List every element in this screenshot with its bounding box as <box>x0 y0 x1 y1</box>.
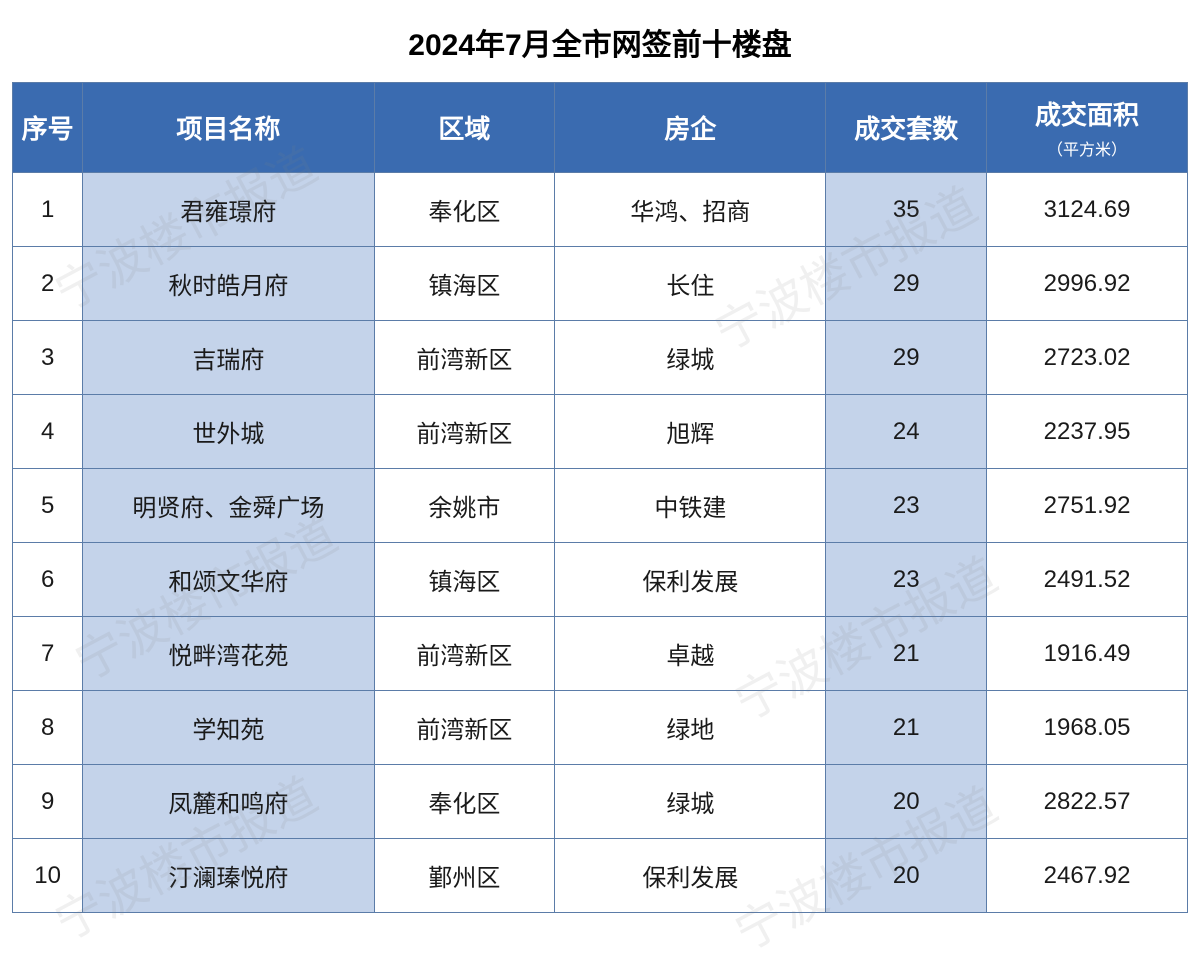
cell-units: 29 <box>826 247 987 321</box>
cell-name: 秋时皓月府 <box>83 247 374 321</box>
cell-dev: 绿城 <box>555 765 826 839</box>
col-sublabel: （平方米） <box>991 136 1183 160</box>
cell-units: 24 <box>826 395 987 469</box>
col-header-dev: 房企 <box>555 83 826 173</box>
table-row: 1君雍璟府奉化区华鸿、招商353124.69 <box>13 173 1188 247</box>
cell-name: 凤麓和鸣府 <box>83 765 374 839</box>
col-label: 成交套数 <box>854 114 958 144</box>
table-row: 2秋时皓月府镇海区长住292996.92 <box>13 247 1188 321</box>
cell-area: 前湾新区 <box>374 395 555 469</box>
cell-units: 20 <box>826 839 987 913</box>
cell-area: 奉化区 <box>374 765 555 839</box>
cell-sqm: 1916.49 <box>987 617 1188 691</box>
cell-index: 8 <box>13 691 83 765</box>
col-header-index: 序号 <box>13 83 83 173</box>
cell-units: 21 <box>826 617 987 691</box>
cell-dev: 保利发展 <box>555 839 826 913</box>
col-header-units: 成交套数 <box>826 83 987 173</box>
cell-name: 君雍璟府 <box>83 173 374 247</box>
table-body: 1君雍璟府奉化区华鸿、招商353124.692秋时皓月府镇海区长住292996.… <box>13 173 1188 913</box>
table-container: 2024年7月全市网签前十楼盘 序号 项目名称 区域 房企 成交套数 成交面积 … <box>0 0 1200 925</box>
cell-units: 23 <box>826 543 987 617</box>
cell-area: 余姚市 <box>374 469 555 543</box>
cell-sqm: 2723.02 <box>987 321 1188 395</box>
cell-index: 10 <box>13 839 83 913</box>
col-label: 项目名称 <box>176 114 280 144</box>
cell-dev: 旭辉 <box>555 395 826 469</box>
table-row: 8学知苑前湾新区绿地211968.05 <box>13 691 1188 765</box>
ranking-table: 序号 项目名称 区域 房企 成交套数 成交面积 （平方米） 1君雍璟府奉化区华鸿… <box>12 82 1188 913</box>
cell-area: 前湾新区 <box>374 691 555 765</box>
cell-dev: 保利发展 <box>555 543 826 617</box>
cell-units: 35 <box>826 173 987 247</box>
header-row: 序号 项目名称 区域 房企 成交套数 成交面积 （平方米） <box>13 83 1188 173</box>
cell-dev: 中铁建 <box>555 469 826 543</box>
cell-area: 前湾新区 <box>374 321 555 395</box>
cell-units: 29 <box>826 321 987 395</box>
cell-sqm: 2237.95 <box>987 395 1188 469</box>
cell-name: 学知苑 <box>83 691 374 765</box>
col-header-name: 项目名称 <box>83 83 374 173</box>
table-row: 5明贤府、金舜广场余姚市中铁建232751.92 <box>13 469 1188 543</box>
cell-sqm: 2467.92 <box>987 839 1188 913</box>
col-label: 成交面积 <box>1035 100 1139 130</box>
cell-dev: 绿地 <box>555 691 826 765</box>
cell-index: 5 <box>13 469 83 543</box>
table-row: 10汀澜瑧悦府鄞州区保利发展202467.92 <box>13 839 1188 913</box>
cell-sqm: 2822.57 <box>987 765 1188 839</box>
col-header-area: 区域 <box>374 83 555 173</box>
cell-sqm: 1968.05 <box>987 691 1188 765</box>
cell-name: 吉瑞府 <box>83 321 374 395</box>
table-row: 6和颂文华府镇海区保利发展232491.52 <box>13 543 1188 617</box>
cell-area: 镇海区 <box>374 543 555 617</box>
cell-name: 悦畔湾花苑 <box>83 617 374 691</box>
table-row: 7悦畔湾花苑前湾新区卓越211916.49 <box>13 617 1188 691</box>
cell-sqm: 2751.92 <box>987 469 1188 543</box>
col-label: 序号 <box>22 114 74 144</box>
cell-sqm: 3124.69 <box>987 173 1188 247</box>
cell-sqm: 2491.52 <box>987 543 1188 617</box>
cell-index: 1 <box>13 173 83 247</box>
col-label: 房企 <box>664 114 716 144</box>
cell-name: 世外城 <box>83 395 374 469</box>
cell-name: 汀澜瑧悦府 <box>83 839 374 913</box>
cell-dev: 卓越 <box>555 617 826 691</box>
col-label: 区域 <box>438 114 490 144</box>
cell-dev: 绿城 <box>555 321 826 395</box>
cell-area: 前湾新区 <box>374 617 555 691</box>
cell-units: 23 <box>826 469 987 543</box>
cell-dev: 长住 <box>555 247 826 321</box>
cell-name: 和颂文华府 <box>83 543 374 617</box>
cell-index: 9 <box>13 765 83 839</box>
cell-index: 3 <box>13 321 83 395</box>
cell-area: 镇海区 <box>374 247 555 321</box>
cell-units: 20 <box>826 765 987 839</box>
cell-name: 明贤府、金舜广场 <box>83 469 374 543</box>
cell-sqm: 2996.92 <box>987 247 1188 321</box>
table-row: 3吉瑞府前湾新区绿城292723.02 <box>13 321 1188 395</box>
cell-index: 6 <box>13 543 83 617</box>
cell-area: 鄞州区 <box>374 839 555 913</box>
page-title: 2024年7月全市网签前十楼盘 <box>12 20 1188 64</box>
cell-index: 2 <box>13 247 83 321</box>
table-row: 9凤麓和鸣府奉化区绿城202822.57 <box>13 765 1188 839</box>
cell-index: 4 <box>13 395 83 469</box>
table-row: 4世外城前湾新区旭辉242237.95 <box>13 395 1188 469</box>
cell-units: 21 <box>826 691 987 765</box>
cell-dev: 华鸿、招商 <box>555 173 826 247</box>
cell-index: 7 <box>13 617 83 691</box>
col-header-sqm: 成交面积 （平方米） <box>987 83 1188 173</box>
cell-area: 奉化区 <box>374 173 555 247</box>
table-header: 序号 项目名称 区域 房企 成交套数 成交面积 （平方米） <box>13 83 1188 173</box>
